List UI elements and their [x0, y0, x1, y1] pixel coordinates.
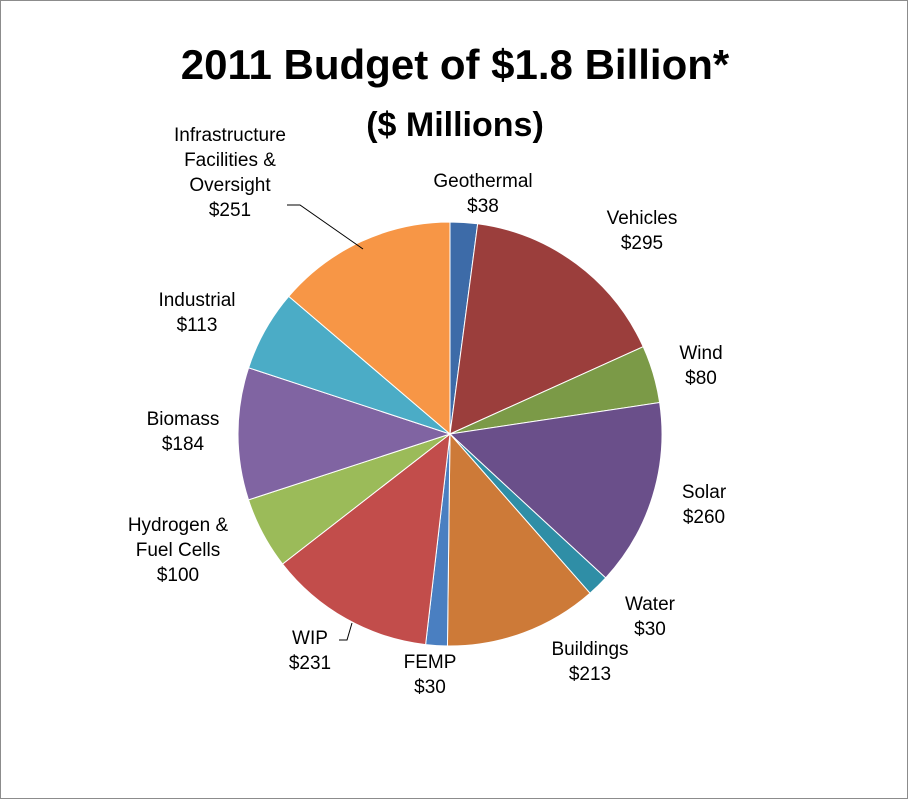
slice-name-label: Infrastructure [174, 125, 286, 146]
label-solar: Solar $260 [682, 482, 727, 528]
slice-name-label: Facilities & [184, 150, 276, 171]
slice-name-label: Oversight [189, 175, 271, 196]
slice-value-label: $184 [162, 434, 205, 455]
label-water: Water $30 [625, 594, 676, 640]
chart-subtitle: ($ Millions) [366, 106, 544, 144]
pie-slice-biomass [237, 367, 452, 501]
label-geothermal: Geothermal $38 [433, 171, 532, 217]
slice-value-label: $251 [209, 200, 251, 221]
leader-lines [287, 204, 364, 641]
label-wip: WIP $231 [289, 628, 331, 674]
pie-slice-vehicles [449, 223, 644, 435]
label-infrastructure-facilities-oversight: Infrastructure Facilities & Oversight $251 [174, 125, 286, 221]
slice-value-label: $231 [289, 653, 331, 674]
slice-name-label: Solar [682, 482, 727, 503]
slice-value-label: $30 [414, 677, 446, 698]
slice-value-label: $80 [685, 368, 717, 389]
slice-name-label: FEMP [404, 652, 457, 673]
slice-name-label: Buildings [551, 639, 628, 660]
slice-name-label: WIP [292, 628, 328, 649]
slice-name-label: Biomass [147, 409, 220, 430]
slice-name-label: Vehicles [607, 208, 678, 229]
slice-value-label: $30 [634, 619, 666, 640]
label-buildings: Buildings $213 [551, 639, 628, 685]
label-hydrogen-fuel-cells: Hydrogen & Fuel Cells $100 [128, 515, 229, 586]
label-biomass: Biomass $184 [147, 409, 220, 455]
slice-name-label: Fuel Cells [136, 540, 220, 561]
chart-title: 2011 Budget of $1.8 Billion* [181, 41, 730, 88]
slice-value-label: $260 [683, 507, 725, 528]
leader-line-wip [339, 622, 353, 641]
slice-value-label: $100 [157, 565, 199, 586]
slice-value-label: $213 [569, 664, 611, 685]
pie-slice-wip [281, 432, 451, 646]
slice-name-label: Industrial [158, 290, 235, 311]
pie-slices [237, 221, 663, 647]
label-femp: FEMP $30 [404, 652, 457, 698]
slice-value-label: $295 [621, 233, 663, 254]
pie-slice-solar [448, 401, 663, 579]
slice-name-label: Wind [679, 343, 722, 364]
leader-line-infrastructure [287, 204, 364, 250]
slice-name-label: Geothermal [433, 171, 532, 192]
slice-value-label: $38 [467, 196, 499, 217]
pie-slice-buildings [446, 432, 591, 647]
pie-slice-infrastructure-facilities-oversight [288, 221, 451, 436]
slice-value-label: $113 [177, 315, 218, 336]
slice-name-label: Hydrogen & [128, 515, 229, 536]
label-vehicles: Vehicles $295 [607, 208, 678, 254]
label-industrial: Industrial $113 [158, 290, 235, 336]
label-wind: Wind $80 [679, 343, 722, 389]
slice-name-label: Water [625, 594, 676, 615]
slice-labels: Geothermal $38 Vehicles $295 Wind $80 Solar $26… [128, 125, 727, 698]
